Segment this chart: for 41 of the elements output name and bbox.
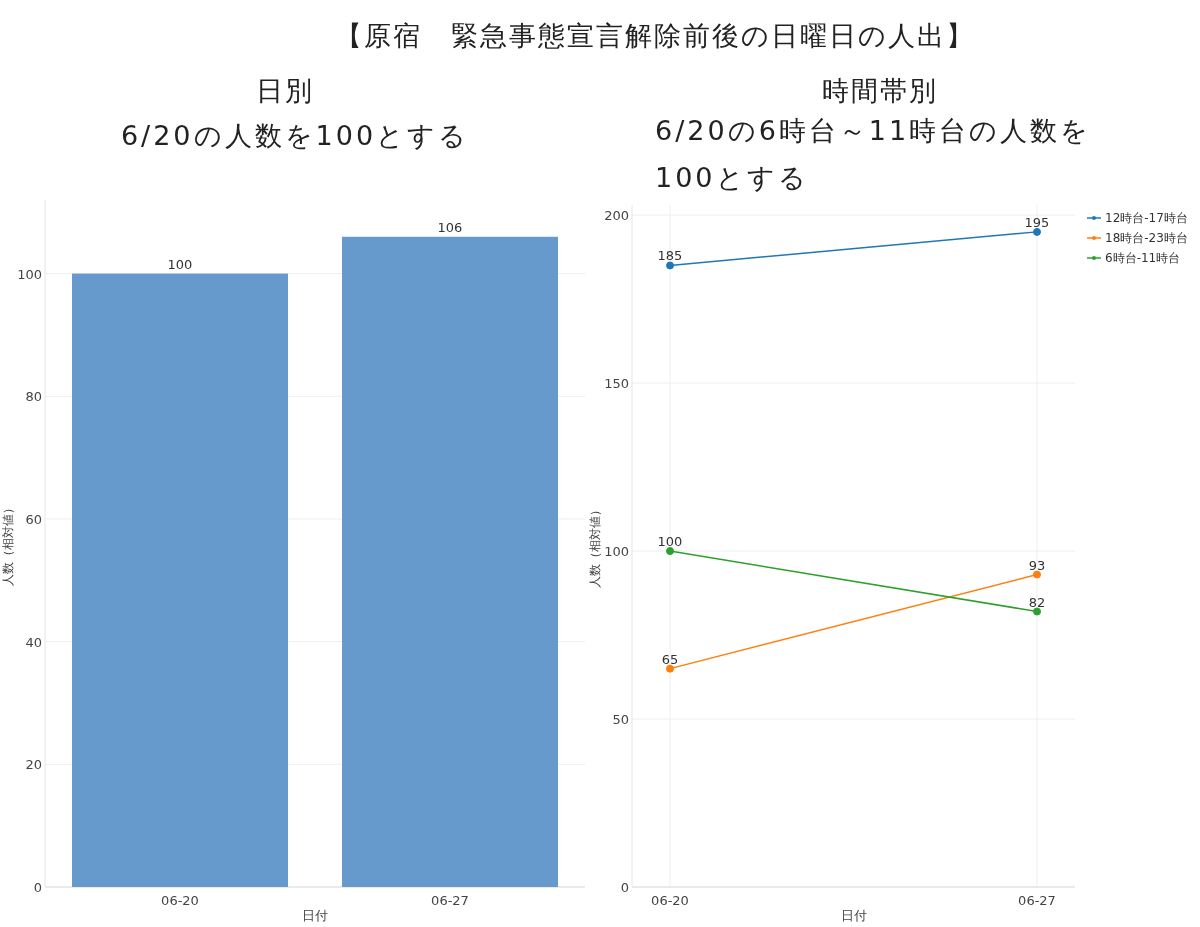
data-label: 106: [437, 219, 463, 235]
point: [666, 547, 674, 556]
data-label: 100: [657, 534, 683, 550]
point: [1033, 227, 1041, 236]
data-label: 82: [1028, 594, 1046, 610]
data-label: 93: [1028, 557, 1046, 573]
point: [1033, 607, 1041, 616]
legend-label: 18時台-23時台: [1105, 231, 1188, 245]
y-tick-label: 80: [25, 389, 42, 405]
legend-label: 12時台-17時台: [1105, 211, 1188, 225]
x-tick-label: 06-27: [1018, 893, 1056, 908]
chart-subtitle: 6/20の6時台～11時台の人数を100とする: [655, 115, 1092, 193]
text: 【原宿 緊急事態宣言解除前後の日曜日の人出】: [335, 20, 975, 51]
y-tick-label: 40: [25, 634, 42, 650]
data-label: 100: [167, 256, 193, 272]
y-tick-label: 0: [620, 880, 629, 895]
y-tick-label: 60: [25, 511, 42, 527]
data-label: 195: [1024, 214, 1050, 230]
x-axis-title: 日付: [302, 908, 328, 923]
legend-label: 6時台-11時台: [1105, 251, 1181, 265]
x-axis-title: 日付: [840, 908, 867, 923]
x-tick-label: 06-20: [651, 893, 689, 908]
y-tick-label: 100: [17, 266, 42, 282]
y-tick-label: 200: [604, 208, 629, 224]
point: [1033, 570, 1041, 579]
data-label: 185: [657, 248, 683, 264]
y-tick-label: 20: [25, 757, 42, 773]
y-axis-title: 人数（相対値）: [1, 501, 15, 586]
y-axis-title: 人数（相対値）: [588, 504, 602, 588]
y-tick-label: 0: [33, 880, 42, 895]
y-tick-label: 100: [604, 544, 629, 560]
y-tick-label: 50: [612, 712, 629, 728]
chart-title: 日別: [256, 75, 314, 106]
chart-subtitle: 6/20の人数を100とする: [120, 120, 470, 151]
x-tick-label: 06-20: [161, 893, 199, 908]
point: [666, 261, 674, 270]
chart-title: 時間帯別: [822, 75, 938, 106]
point: [666, 664, 674, 673]
y-tick-label: 150: [604, 376, 629, 392]
data-label: 65: [661, 651, 679, 667]
x-tick-label: 06-27: [431, 893, 469, 908]
